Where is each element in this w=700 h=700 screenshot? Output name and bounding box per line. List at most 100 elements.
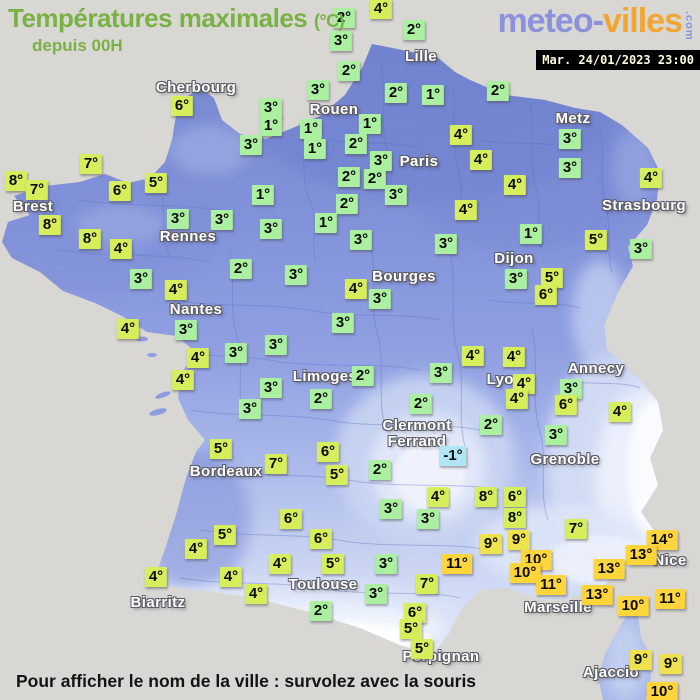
temp-badge[interactable]: 2° — [351, 366, 375, 386]
temp-badge[interactable]: 3° — [558, 158, 582, 178]
temp-badge[interactable]: 3° — [629, 239, 653, 259]
temp-badge[interactable]: 5° — [321, 554, 345, 574]
temp-badge[interactable]: 4° — [219, 567, 243, 587]
temp-badge[interactable]: 8° — [474, 487, 498, 507]
temp-badge[interactable]: 6° — [403, 603, 427, 623]
temp-badge[interactable]: 8° — [4, 171, 28, 191]
temp-badge[interactable]: 13° — [581, 585, 613, 605]
temp-badge[interactable]: 1° — [303, 139, 327, 159]
temp-badge[interactable]: 4° — [109, 239, 133, 259]
temp-badge[interactable]: 3° — [374, 554, 398, 574]
temp-badge[interactable]: 1° — [299, 119, 323, 139]
temp-badge[interactable]: 5° — [325, 465, 349, 485]
temp-badge[interactable]: 3° — [349, 230, 373, 250]
temp-badge[interactable]: 5° — [209, 439, 233, 459]
temp-badge[interactable]: 4° — [116, 319, 140, 339]
temp-badge[interactable]: 7° — [264, 454, 288, 474]
temp-badge[interactable]: 3° — [544, 425, 568, 445]
temp-badge[interactable]: 3° — [259, 378, 283, 398]
temp-badge[interactable]: 2° — [309, 389, 333, 409]
temp-badge[interactable]: 7° — [25, 180, 49, 200]
temp-badge[interactable]: 8° — [38, 215, 62, 235]
temp-badge[interactable]: 2° — [335, 194, 359, 214]
temp-badge[interactable]: 7° — [415, 574, 439, 594]
temp-badge[interactable]: 1° — [519, 224, 543, 244]
temp-badge[interactable]: 6° — [279, 509, 303, 529]
temp-badge[interactable]: 4° — [461, 346, 485, 366]
temp-badge[interactable]: 4° — [454, 200, 478, 220]
temp-badge[interactable]: 5° — [540, 268, 564, 288]
temp-badge[interactable]: 6° — [309, 529, 333, 549]
temp-badge[interactable]: 4° — [449, 125, 473, 145]
temp-badge[interactable]: 3° — [210, 210, 234, 230]
temp-badge[interactable]: 3° — [434, 234, 458, 254]
temp-badge[interactable]: 3° — [368, 289, 392, 309]
temp-badge[interactable]: 13° — [625, 545, 657, 565]
temp-badge[interactable]: 4° — [268, 554, 292, 574]
temp-badge[interactable]: 11° — [536, 575, 566, 595]
temp-badge[interactable]: 6° — [316, 442, 340, 462]
temp-badge[interactable]: 2° — [479, 415, 503, 435]
temp-badge[interactable]: 10° — [617, 596, 649, 616]
temp-badge[interactable]: 2° — [229, 259, 253, 279]
temp-badge[interactable]: 5° — [213, 525, 237, 545]
temp-badge[interactable]: 4° — [503, 175, 527, 195]
temp-badge[interactable]: 2° — [344, 134, 368, 154]
temp-badge[interactable]: 4° — [171, 370, 195, 390]
temp-badge[interactable]: 4° — [502, 347, 526, 367]
temp-badge[interactable]: 2° — [337, 61, 361, 81]
temp-badge[interactable]: 4° — [164, 280, 188, 300]
temp-badge[interactable]: 6° — [534, 285, 558, 305]
temp-badge[interactable]: 3° — [306, 80, 330, 100]
temp-badge[interactable]: 4° — [144, 567, 168, 587]
temp-badge[interactable]: 1° — [358, 114, 382, 134]
temp-badge[interactable]: 3° — [259, 98, 283, 118]
temp-badge[interactable]: 3° — [166, 209, 190, 229]
temp-badge[interactable]: 7° — [79, 154, 103, 174]
meteo-villes-logo[interactable]: meteo-villes .com — [497, 2, 695, 41]
temp-badge[interactable]: 7° — [564, 519, 588, 539]
temp-badge[interactable]: 4° — [369, 0, 393, 19]
temp-badge[interactable]: 3° — [284, 265, 308, 285]
temp-badge[interactable]: 5° — [410, 639, 434, 659]
temp-badge[interactable]: 4° — [244, 584, 268, 604]
temp-badge[interactable]: 1° — [314, 213, 338, 233]
temp-badge[interactable]: 2° — [384, 83, 408, 103]
temp-badge[interactable]: 2° — [363, 169, 387, 189]
temp-badge[interactable]: 2° — [486, 81, 510, 101]
temp-badge[interactable]: 2° — [337, 167, 361, 187]
temp-badge[interactable]: 9° — [659, 654, 683, 674]
temp-badge[interactable]: 3° — [264, 335, 288, 355]
temp-badge[interactable]: 3° — [429, 363, 453, 383]
temp-badge[interactable]: 3° — [224, 343, 248, 363]
temp-badge[interactable]: 11° — [655, 589, 685, 609]
temp-badge[interactable]: 8° — [503, 508, 527, 528]
temp-badge[interactable]: 3° — [504, 269, 528, 289]
temp-badge[interactable]: 4° — [505, 389, 529, 409]
temp-badge[interactable]: 4° — [639, 168, 663, 188]
temp-badge[interactable]: 3° — [364, 584, 388, 604]
temp-badge[interactable]: 6° — [108, 181, 132, 201]
temp-badge[interactable]: 5° — [144, 173, 168, 193]
temp-badge[interactable]: 10° — [509, 563, 541, 583]
temp-badge[interactable]: 3° — [369, 151, 393, 171]
temp-badge[interactable]: 3° — [384, 185, 408, 205]
temp-badge[interactable]: 4° — [608, 402, 632, 422]
temp-badge[interactable]: 3° — [238, 399, 262, 419]
temp-badge[interactable]: 13° — [593, 559, 625, 579]
temp-badge[interactable]: 3° — [559, 379, 583, 399]
temp-badge[interactable]: 5° — [399, 619, 423, 639]
temp-badge[interactable]: 1° — [421, 85, 445, 105]
temp-badge[interactable]: 3° — [259, 219, 283, 239]
temp-badge[interactable]: 2° — [309, 601, 333, 621]
temp-badge[interactable]: 5° — [584, 230, 608, 250]
temp-badge[interactable]: 11° — [442, 554, 472, 574]
temp-badge[interactable]: 4° — [344, 279, 368, 299]
temp-badge[interactable]: 1° — [251, 185, 275, 205]
temp-badge[interactable]: 9° — [629, 650, 653, 670]
temp-badge[interactable]: 8° — [78, 229, 102, 249]
temp-badge[interactable]: 4° — [469, 150, 493, 170]
temp-badge[interactable]: 3° — [331, 313, 355, 333]
temp-badge[interactable]: 10° — [646, 682, 678, 700]
